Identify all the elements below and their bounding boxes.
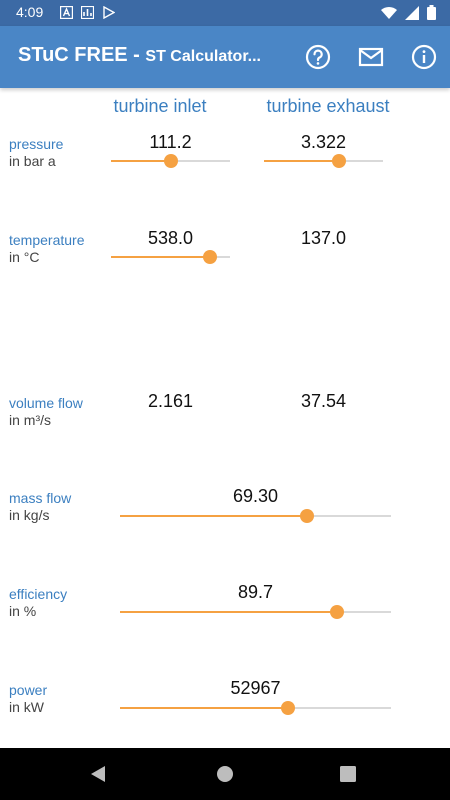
volume-flow-label: volume flow in m³/s <box>9 395 83 429</box>
efficiency-value: 89.7 <box>237 582 274 602</box>
home-icon[interactable] <box>216 765 234 783</box>
pressure-inlet-slider[interactable] <box>111 154 230 168</box>
volume-flow-unit: in m³/s <box>9 412 51 428</box>
notification-chart-icon <box>81 6 94 19</box>
power-value: 52967 <box>230 678 281 698</box>
mass-flow-label-text: mass flow <box>9 490 72 506</box>
temperature-inlet-slider[interactable] <box>111 250 230 264</box>
slider-thumb[interactable] <box>331 154 346 168</box>
slider-fill <box>111 256 210 258</box>
app-bar: STuC FREE - ST Calculator... <box>0 26 450 88</box>
slider-fill <box>120 515 307 517</box>
wifi-icon <box>381 6 397 19</box>
notification-play-store-icon <box>103 6 115 19</box>
column-heading-exhaust: turbine exhaust <box>266 96 390 116</box>
slider-fill <box>264 160 339 162</box>
slider-fill <box>120 611 337 613</box>
column-heading-inlet: turbine inlet <box>113 96 207 116</box>
mass-flow-value: 69.30 <box>232 486 279 506</box>
app-title-main: STuC FREE - <box>18 44 146 66</box>
slider-thumb[interactable] <box>329 605 344 619</box>
volume-flow-label-text: volume flow <box>9 395 83 411</box>
mass-flow-label: mass flow in kg/s <box>9 490 71 524</box>
efficiency-label-text: efficiency <box>9 586 68 602</box>
temperature-exhaust-value: 137.0 <box>300 228 347 248</box>
app-title-subtitle: ST Calculator... <box>145 48 261 65</box>
app-title: STuC FREE - ST Calculator... <box>18 44 276 67</box>
mail-icon[interactable] <box>357 43 385 71</box>
signal-icon <box>405 5 419 20</box>
status-bar: 4:09 <box>0 0 450 26</box>
slider-thumb[interactable] <box>299 509 314 523</box>
slider-thumb[interactable] <box>281 701 296 715</box>
power-slider[interactable] <box>120 701 391 715</box>
pressure-inlet-value: 111.2 <box>149 132 192 152</box>
mass-flow-slider[interactable] <box>120 509 391 523</box>
slider-thumb[interactable] <box>163 154 178 168</box>
back-icon[interactable] <box>90 765 106 783</box>
slider-fill <box>111 160 171 162</box>
slider-fill <box>120 707 289 709</box>
temperature-label-text: temperature <box>9 232 85 248</box>
notification-a-icon <box>60 6 73 19</box>
help-icon[interactable] <box>304 43 332 71</box>
pressure-label: pressure in bar a <box>9 136 63 170</box>
volume-flow-inlet-value: 2.161 <box>147 391 194 411</box>
pressure-label-text: pressure <box>9 136 64 152</box>
pressure-unit: in bar a <box>9 153 56 169</box>
power-label-text: power <box>9 682 48 698</box>
temperature-label: temperature in °C <box>9 232 84 266</box>
pressure-exhaust-slider[interactable] <box>264 154 383 168</box>
navigation-bar <box>0 748 450 800</box>
status-time: 4:09 <box>16 4 44 20</box>
mass-flow-unit: in kg/s <box>9 507 50 523</box>
info-icon[interactable] <box>410 43 438 71</box>
power-unit: in kW <box>9 699 44 715</box>
pressure-exhaust-value: 3.322 <box>300 132 347 152</box>
efficiency-unit: in % <box>9 603 37 619</box>
power-label: power in kW <box>9 682 47 716</box>
temperature-inlet-value: 538.0 <box>147 228 194 248</box>
recents-icon[interactable] <box>340 766 356 782</box>
volume-flow-exhaust-value: 37.54 <box>300 391 347 411</box>
battery-icon <box>427 5 436 20</box>
slider-thumb[interactable] <box>202 250 217 264</box>
efficiency-slider[interactable] <box>120 605 391 619</box>
efficiency-label: efficiency in % <box>9 586 67 620</box>
temperature-unit: in °C <box>9 249 40 265</box>
